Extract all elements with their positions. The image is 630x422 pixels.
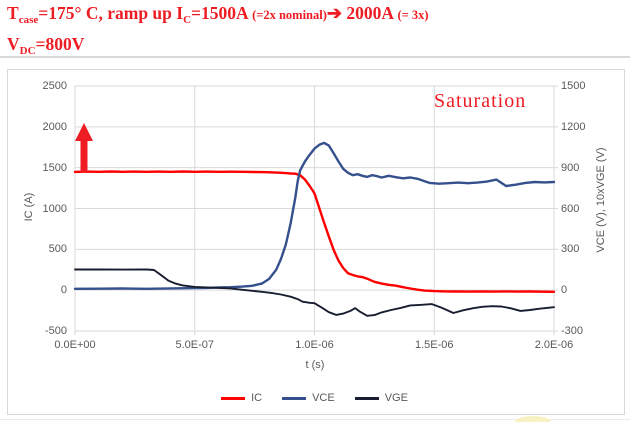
legend-label-vge: VGE: [384, 392, 408, 404]
x-axis-tick-label: 0.0E+00: [54, 339, 96, 351]
left-axis-tick-label: 2500: [42, 80, 67, 92]
x-axis-tick-label: 5.0E-07: [175, 339, 215, 351]
left-axis-tick-label: 500: [48, 243, 67, 256]
ramp-up-arrow-icon: [75, 123, 93, 172]
saturation-annotation: Saturation: [434, 90, 527, 112]
right-axis-tick-label: -300: [561, 325, 584, 337]
page-title: Tcase=175° C, ramp up IC=1500A (=2x nomi…: [7, 1, 429, 63]
title-segment: (=2x nominal): [252, 8, 327, 22]
legend-swatch-vge: [354, 396, 379, 400]
title-segment: =800V: [35, 34, 85, 54]
left-axis-tick-label: 1000: [42, 202, 67, 215]
highlight-artifact: [515, 416, 551, 422]
legend-item-ic: IC: [221, 392, 262, 404]
series-line-vge: [74, 268, 555, 317]
series-line-ic: [73, 170, 556, 293]
right-axis-tick-label: 0: [561, 284, 568, 297]
right-axis-tick-label: 1200: [561, 120, 586, 133]
title-segment: =175° C, ramp up I: [38, 3, 184, 23]
title-segment: case: [18, 14, 39, 26]
title-segment: =1500A: [191, 3, 253, 23]
x-axis-tick-label: 2.0E-06: [534, 339, 574, 351]
title-segment: T: [7, 3, 19, 23]
x-axis-title: t (s): [305, 359, 325, 371]
x-axis-tick-label: 1.0E-06: [295, 339, 334, 351]
divider: [0, 56, 630, 58]
bottom-divider: [0, 419, 630, 420]
right-axis-tick-label: 600: [561, 202, 580, 215]
title-line-1: Tcase=175° C, ramp up IC=1500A (=2x nomi…: [7, 1, 429, 32]
legend-swatch-vce: [282, 396, 307, 400]
legend-item-vce: VCE: [282, 392, 335, 404]
x-axis-tick-label: 1.5E-06: [414, 339, 454, 351]
title-segment: ➔: [326, 3, 342, 23]
title-segment: V: [7, 34, 20, 54]
title-segment: (= 3x): [397, 8, 429, 22]
title-line-2: VDC=800V: [7, 32, 429, 63]
title-segment: C: [183, 14, 192, 26]
legend-label-ic: IC: [251, 392, 263, 404]
right-axis-tick-label: 1500: [561, 80, 586, 92]
left-axis-tick-label: -500: [44, 325, 67, 337]
legend-label-vce: VCE: [312, 392, 335, 404]
right-axis-tick-label: 300: [561, 243, 580, 256]
legend-item-vge: VGE: [354, 392, 408, 404]
chart-legend: IC VCE VGE: [75, 390, 554, 406]
legend-swatch-ic: [221, 396, 246, 400]
left-axis-tick-label: 1500: [42, 161, 67, 174]
title-segment: 2000A: [342, 3, 398, 23]
title-segment: DC: [19, 45, 36, 57]
left-axis-tick-label: 2000: [42, 120, 67, 133]
series-line-vce: [73, 141, 556, 290]
left-axis-tick-label: 0: [60, 284, 67, 297]
right-axis-tick-label: 900: [561, 161, 580, 174]
